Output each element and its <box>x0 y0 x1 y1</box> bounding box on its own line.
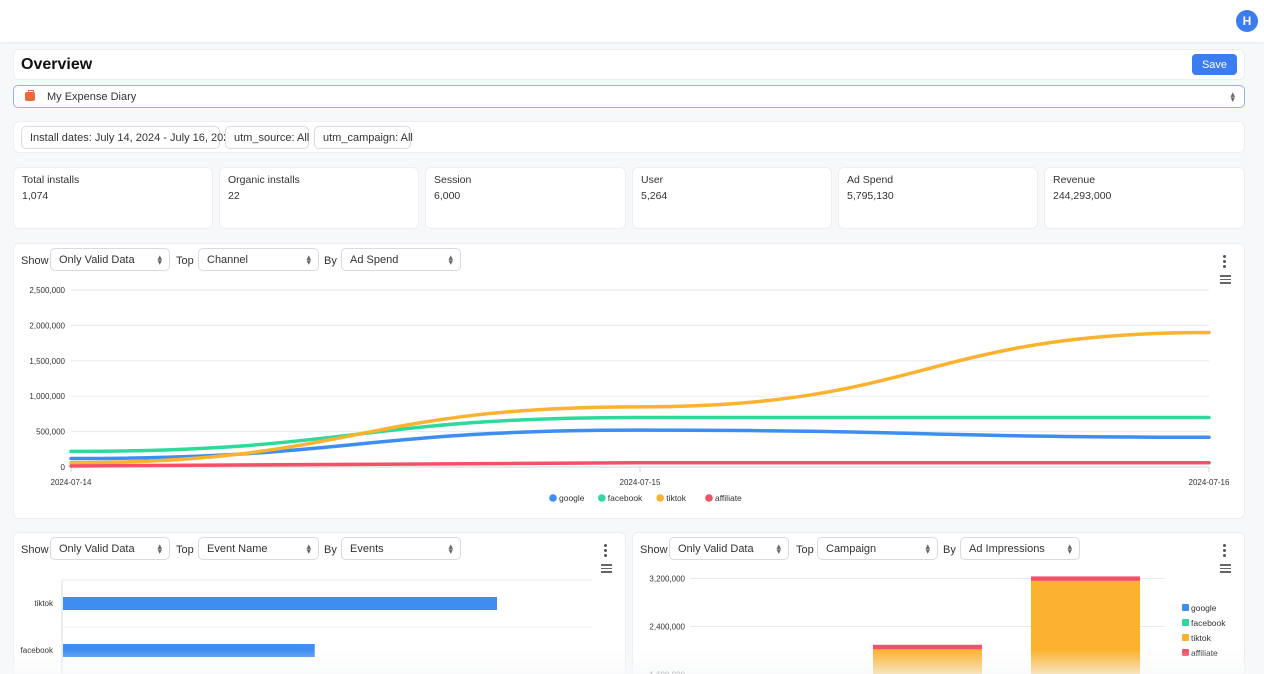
show-label: Show <box>21 544 49 556</box>
more-options-icon[interactable] <box>1223 255 1226 270</box>
overview-header <box>13 49 1245 80</box>
menu-icon[interactable] <box>1220 275 1231 286</box>
kpi-total-installs: Total installs 1,074 <box>13 167 213 229</box>
by-select-value: Events <box>350 542 384 555</box>
page-title: Overview <box>21 56 93 73</box>
kpi-value: 5,795,130 <box>847 190 894 202</box>
kpi-value: 22 <box>228 190 240 202</box>
utm-campaign-filter[interactable]: utm_campaign: All <box>314 126 413 149</box>
kpi-revenue: Revenue 244,293,000 <box>1044 167 1245 229</box>
by-label: By <box>324 544 337 556</box>
chevron-updown-icon: ▴ ▾ <box>925 541 930 556</box>
chevron-updown-icon: ▴ ▾ <box>306 252 311 267</box>
chevron-updown-icon: ▴ ▾ <box>157 252 162 267</box>
top-label: Top <box>176 255 194 267</box>
utm-source-filter[interactable]: utm_source: All <box>225 126 309 149</box>
install-dates-filter[interactable]: Install dates: July 14, 2024 - July 16, … <box>21 126 235 149</box>
show-label: Show <box>21 255 49 267</box>
by-select-value: Ad Spend <box>350 253 399 266</box>
more-options-icon[interactable] <box>604 544 607 559</box>
kpi-label: Ad Spend <box>847 174 894 186</box>
top-select[interactable]: Channel ▴ ▾ <box>198 248 319 271</box>
top-select[interactable]: Event Name ▴ ▾ <box>198 537 319 560</box>
show-select[interactable]: Only Valid Data ▴ ▾ <box>50 248 170 271</box>
kpi-label: Total installs <box>22 174 80 186</box>
kpi-label: Session <box>434 174 472 186</box>
chevron-updown-icon: ▴ ▾ <box>306 541 311 556</box>
menu-icon[interactable] <box>601 564 612 575</box>
top-select[interactable]: Campaign ▴ ▾ <box>817 537 938 560</box>
kpi-value: 6,000 <box>434 190 461 202</box>
kpi-label: Organic installs <box>228 174 300 186</box>
chevron-updown-icon: ▴ ▾ <box>448 541 453 556</box>
kpi-label: User <box>641 174 664 186</box>
app-select[interactable]: My Expense Diary ▴ ▾ <box>13 85 1245 108</box>
kpi-value: 5,264 <box>641 190 668 202</box>
top-label: Top <box>796 544 814 556</box>
kpi-organic-installs: Organic installs 22 <box>219 167 419 229</box>
menu-icon[interactable] <box>1220 564 1231 575</box>
line-chart-card <box>13 243 1245 519</box>
kpi-value: 244,293,000 <box>1053 190 1112 202</box>
kpi-value: 1,074 <box>22 190 49 202</box>
chevron-updown-icon: ▴ ▾ <box>1230 89 1235 104</box>
show-select[interactable]: Only Valid Data ▴ ▾ <box>50 537 170 560</box>
app-select-value: My Expense Diary <box>47 90 137 103</box>
kpi-user: User 5,264 <box>632 167 832 229</box>
save-button[interactable]: Save <box>1192 54 1237 75</box>
avatar[interactable]: H <box>1236 10 1258 32</box>
by-label: By <box>943 544 956 556</box>
top-bar: H <box>0 0 1264 42</box>
by-select-value: Ad Impressions <box>969 542 1045 555</box>
chevron-updown-icon: ▴ ▾ <box>448 252 453 267</box>
top-label: Top <box>176 544 194 556</box>
top-select-value: Campaign <box>826 542 877 555</box>
kpi-label: Revenue <box>1053 174 1096 186</box>
by-select[interactable]: Ad Spend ▴ ▾ <box>341 248 461 271</box>
top-select-value: Channel <box>207 253 248 266</box>
show-label: Show <box>640 544 668 556</box>
by-label: By <box>324 255 337 267</box>
show-select-value: Only Valid Data <box>678 542 754 555</box>
kpi-ad-spend: Ad Spend 5,795,130 <box>838 167 1038 229</box>
top-select-value: Event Name <box>207 542 268 555</box>
show-select-value: Only Valid Data <box>59 253 135 266</box>
by-select[interactable]: Ad Impressions ▴ ▾ <box>960 537 1080 560</box>
show-select[interactable]: Only Valid Data ▴ ▾ <box>669 537 789 560</box>
by-select[interactable]: Events ▴ ▾ <box>341 537 461 560</box>
chevron-updown-icon: ▴ ▾ <box>157 541 162 556</box>
show-select-value: Only Valid Data <box>59 542 135 555</box>
briefcase-icon <box>25 90 35 101</box>
more-options-icon[interactable] <box>1223 544 1226 559</box>
scroll-fade <box>0 650 1264 674</box>
chevron-updown-icon: ▴ ▾ <box>776 541 781 556</box>
kpi-session: Session 6,000 <box>425 167 626 229</box>
chevron-updown-icon: ▴ ▾ <box>1067 541 1072 556</box>
